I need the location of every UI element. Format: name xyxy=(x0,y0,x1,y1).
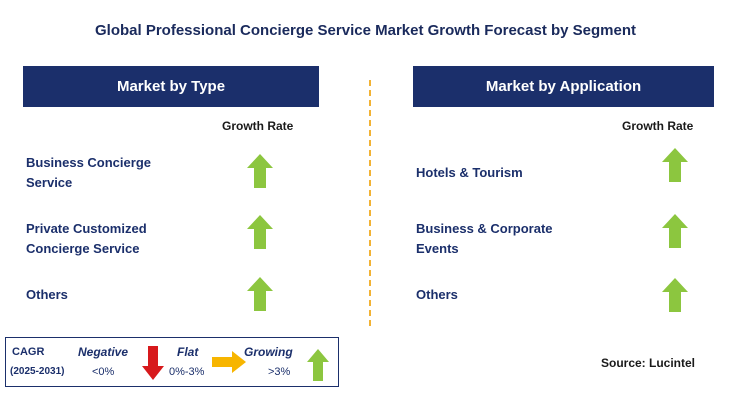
growing-arrow-icon xyxy=(662,278,688,312)
negative-arrow-icon xyxy=(142,346,164,380)
right-growth-rate-header: Growth Rate xyxy=(622,119,694,133)
growing-arrow-icon xyxy=(307,349,329,381)
growing-arrow-icon xyxy=(247,215,273,249)
type-row-1-line2: Service xyxy=(26,175,73,190)
application-row-2-label: Business & Corporate Events xyxy=(416,219,553,259)
type-row-1-line1: Business Concierge xyxy=(26,155,151,170)
application-row-3-label: Others xyxy=(416,285,458,305)
cagr-legend: CAGR (2025-2031) Negative <0% Flat 0%-3%… xyxy=(5,337,339,387)
growing-arrow-icon xyxy=(662,148,688,182)
application-row-1-line1: Hotels & Tourism xyxy=(416,165,523,180)
application-row-3-line1: Others xyxy=(416,287,458,302)
left-growth-rate-header: Growth Rate xyxy=(222,119,294,133)
type-row-2-line1: Private Customized xyxy=(26,221,147,236)
market-by-type-header: Market by Type xyxy=(23,66,319,107)
panel-divider xyxy=(369,80,371,326)
type-row-3-label: Others xyxy=(26,285,68,305)
market-by-application-header: Market by Application xyxy=(413,66,714,107)
growing-arrow-icon xyxy=(662,214,688,248)
application-row-2-line2: Events xyxy=(416,241,459,256)
legend-growing-label: Growing xyxy=(244,345,293,359)
type-row-3-line1: Others xyxy=(26,287,68,302)
type-row-2-label: Private Customized Concierge Service xyxy=(26,219,147,259)
legend-negative-range: <0% xyxy=(92,366,115,378)
legend-period: (2025-2031) xyxy=(10,366,65,377)
legend-flat-label: Flat xyxy=(177,345,199,359)
legend-cagr-label: CAGR xyxy=(12,346,45,358)
growing-arrow-icon xyxy=(247,154,273,188)
application-row-2-line1: Business & Corporate xyxy=(416,221,553,236)
type-row-1-label: Business Concierge Service xyxy=(26,153,151,193)
source-note: Source: Lucintel xyxy=(601,356,696,370)
type-row-2-line2: Concierge Service xyxy=(26,241,140,256)
legend-negative-label: Negative xyxy=(78,345,129,359)
flat-arrow-icon xyxy=(212,351,246,373)
growing-arrow-icon xyxy=(247,277,273,311)
legend-growing-range: >3% xyxy=(268,366,291,378)
chart-title: Global Professional Concierge Service Ma… xyxy=(95,22,636,39)
application-row-1-label: Hotels & Tourism xyxy=(416,163,523,183)
legend-flat-range: 0%-3% xyxy=(169,366,205,378)
